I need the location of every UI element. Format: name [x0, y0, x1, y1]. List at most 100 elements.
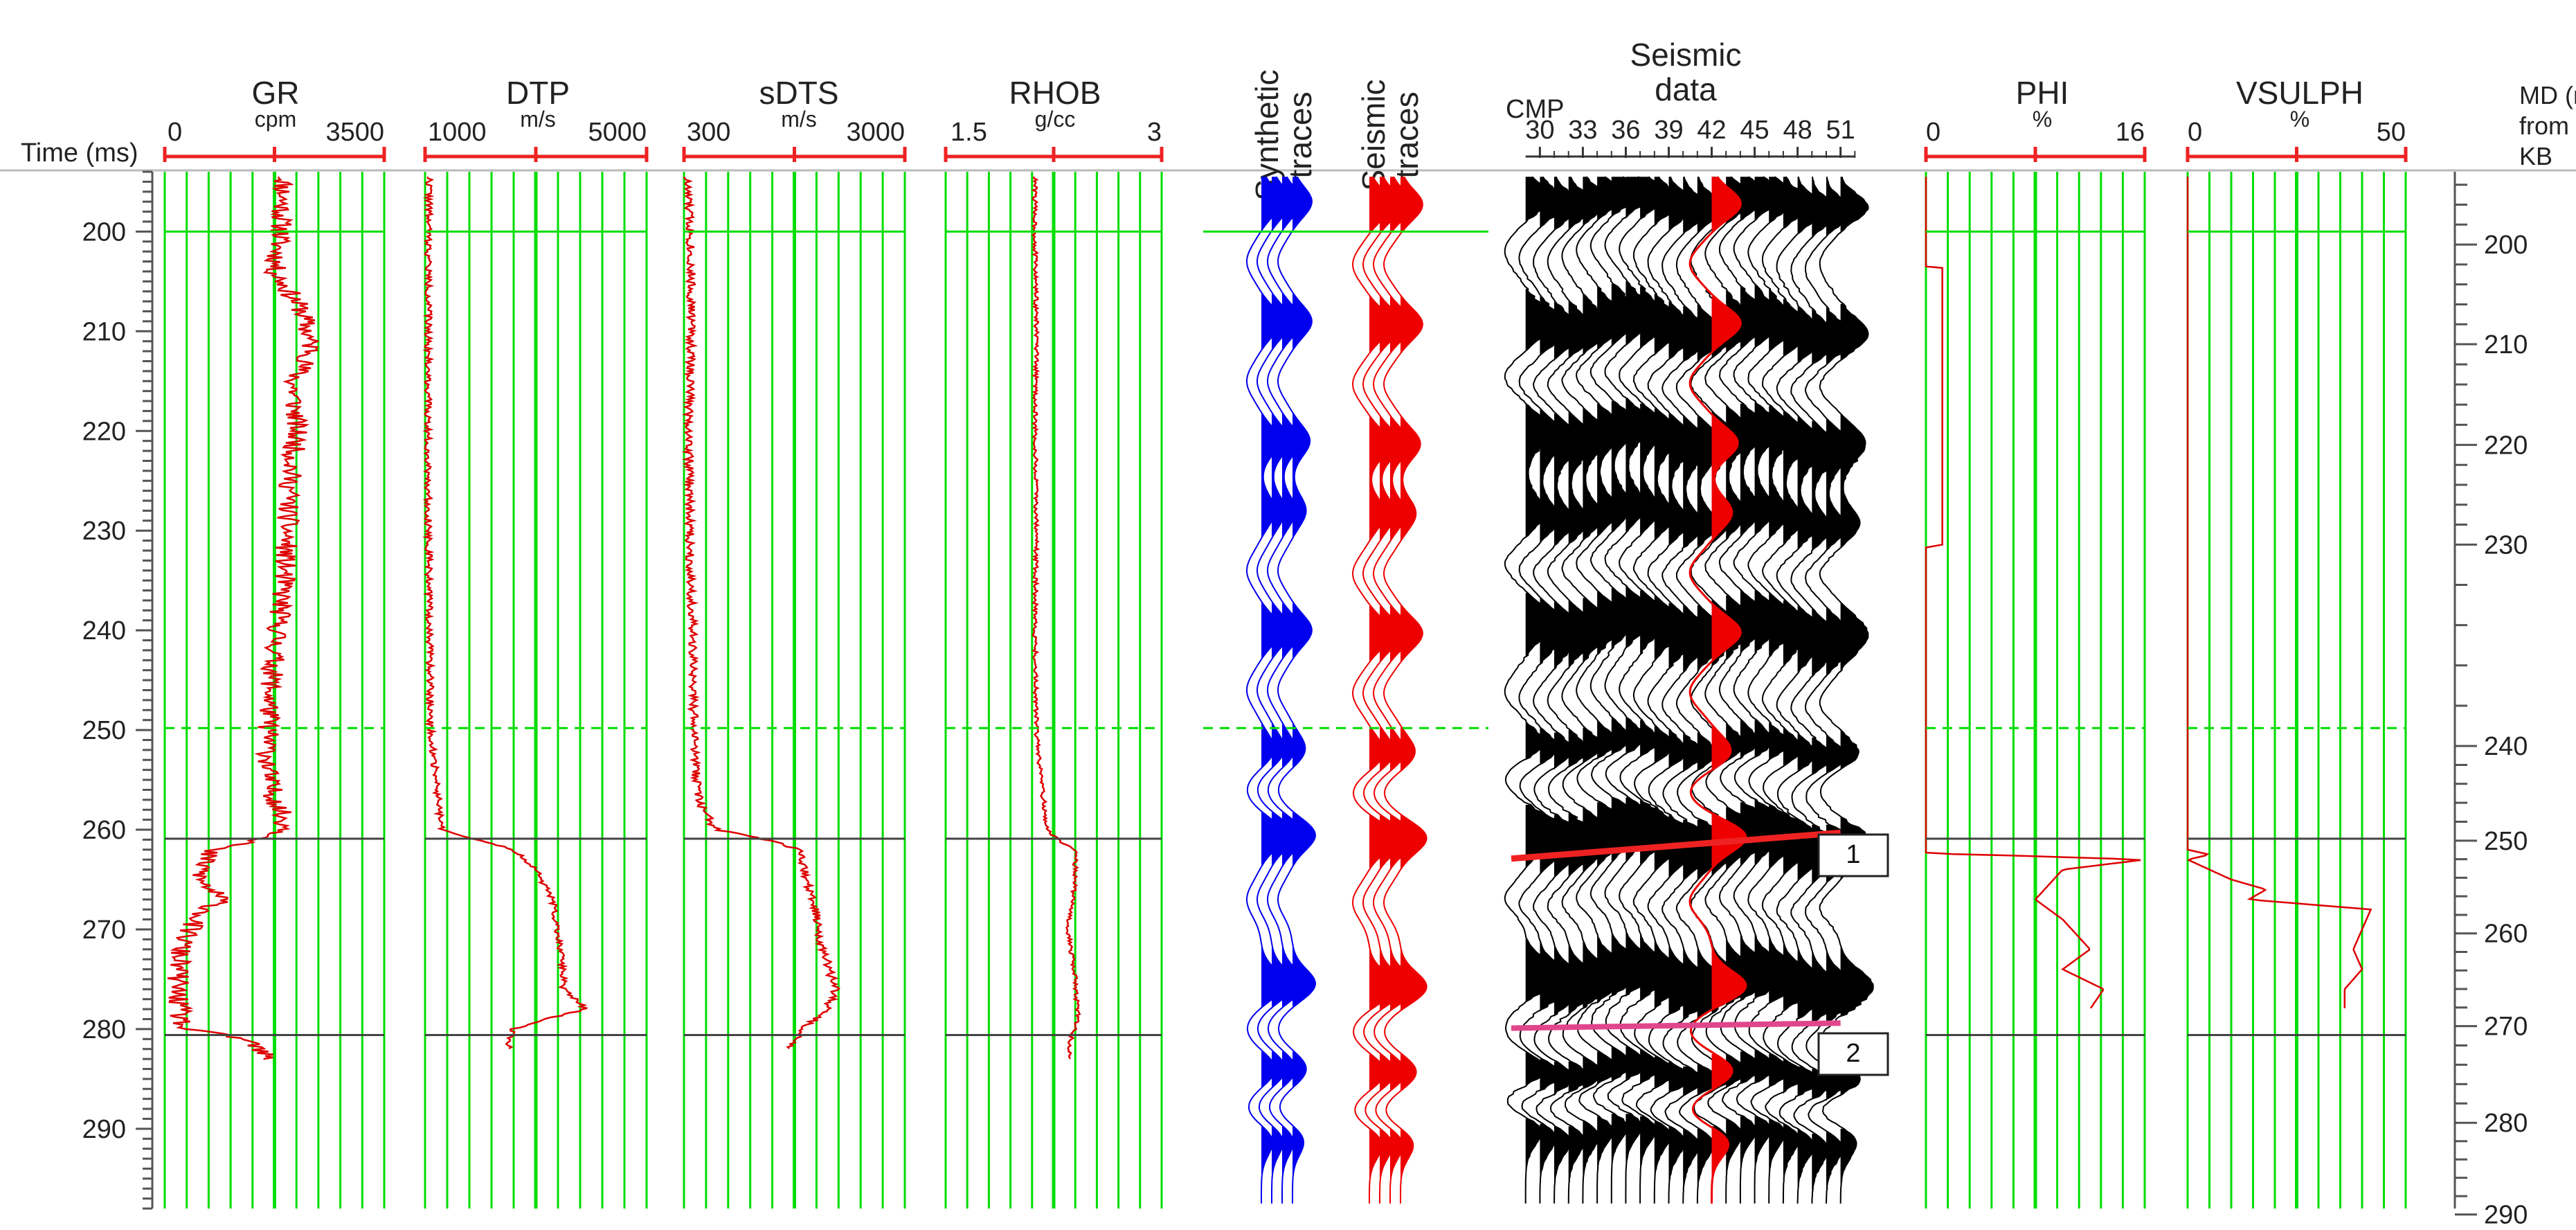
seismic-trace-peak-fill	[1390, 1128, 1403, 1204]
seismic-data-peak-fill	[1554, 732, 1573, 770]
seismic-data-peak-fill	[1726, 1053, 1746, 1089]
seismic-data-peak-fill	[1597, 720, 1616, 760]
seismic-data-peak-fill	[1654, 1121, 1670, 1204]
seismic-data-peak-fill	[1783, 727, 1802, 768]
seismic-data-peak-fill	[1683, 732, 1702, 773]
gr-min-label: 0	[168, 118, 182, 147]
seismic-data-peak-fill	[1625, 1114, 1642, 1204]
seismic-data-peak-fill	[1812, 1134, 1828, 1204]
sdts-unit: m/s	[781, 107, 817, 132]
well-trace-peak-fill	[1711, 605, 1741, 663]
synthetic-trace	[1245, 176, 1286, 1204]
seismic-trace-peak-fill	[1400, 727, 1415, 773]
seismic-data-peak-fill	[1797, 605, 1826, 675]
vsulph-title: VSULPH	[2236, 75, 2363, 111]
seismic-trace-peak-fill	[1400, 605, 1423, 663]
time-axis: 200 210 220 230 240 250 260 270 280 290	[0, 169, 2576, 1210]
seismic-data-peak-fill	[1611, 718, 1630, 756]
seismic-data-peak-fill	[1654, 595, 1682, 663]
seismic-data-peak-fill	[1840, 603, 1868, 673]
depth-tick-label: 270	[2484, 1013, 2528, 1042]
depth-axis: 200 210 220 230 240 250 260 270 280 290	[2453, 172, 2528, 1230]
seismic-trace	[1351, 176, 1396, 1204]
seismic-data-peak-fill	[1683, 177, 1711, 237]
rhob-title: RHOB	[1009, 75, 1101, 111]
seismic-trace-peak-fill	[1380, 1128, 1393, 1204]
synthetic-peak-fill	[1282, 177, 1301, 232]
seismic-data-peak-fill	[1769, 289, 1797, 354]
seismic-data-trace	[1518, 176, 1574, 1204]
seismic-data-trace	[1561, 176, 1616, 1204]
synthetic-trace	[1256, 176, 1296, 1204]
seismic-data-peak-fill	[1583, 1121, 1599, 1204]
cmp-tick-label: 48	[1783, 116, 1812, 145]
horizon-1-label-box: 1	[1817, 833, 1889, 877]
seismic-data-trace	[1761, 176, 1817, 1204]
seismic-data-peak-fill	[1611, 588, 1639, 650]
seismic-data-peak-fill	[1697, 177, 1725, 234]
seismic-data-peak-fill	[1812, 308, 1840, 366]
seismic-data-peak-fill	[1826, 1131, 1842, 1204]
synthetic-peak-fill	[1261, 294, 1281, 352]
seismic-traces-header: Seismic traces	[1355, 79, 1425, 190]
vsulph-min-label: 0	[2188, 118, 2202, 147]
horizon-2-label: 2	[1846, 1039, 1860, 1068]
synthetic-peak-fill	[1261, 603, 1281, 661]
seismic-trace	[1372, 176, 1417, 1204]
time-tick-label: 250	[82, 716, 126, 745]
time-tick-label: 220	[82, 417, 126, 446]
seismic-trace-peak-fill	[1390, 727, 1405, 773]
seismic-data-peak-fill	[1726, 1118, 1742, 1204]
phi-min-label: 0	[1926, 118, 1940, 147]
seismic-trace-peak-fill	[1400, 296, 1423, 354]
seismic-data-peak-fill	[1640, 720, 1659, 758]
seismic-data-trace	[1547, 176, 1602, 1204]
track-header-rhob: RHOB g/cc 1.5 3	[951, 75, 1162, 147]
gr-unit: cpm	[255, 107, 296, 132]
seismic-trace	[1382, 176, 1427, 1204]
seismic-data-peak-fill	[1583, 177, 1610, 227]
horizon-2-pick	[1511, 1020, 1841, 1031]
phi-title: PHI	[2016, 75, 2069, 111]
seismic-data-peak-fill	[1697, 732, 1716, 773]
cmp-axis: 30 33 36 39 42 45 48 51	[1525, 116, 1856, 158]
synthetic-peak-fill	[1272, 603, 1291, 661]
phi-max-label: 16	[2116, 118, 2145, 147]
seismic-data-trace	[1619, 176, 1674, 1204]
horizons-layer	[165, 230, 2406, 1037]
seismic-data-peak-fill	[1568, 301, 1596, 359]
seismic-data-peak-fill	[1840, 1128, 1857, 1204]
seismic-data-peak-fill	[1654, 724, 1673, 765]
seismic-data-peak-fill	[1597, 590, 1625, 656]
seismic-trace-peak-fill	[1400, 177, 1423, 234]
vsulph-unit: %	[2290, 107, 2309, 132]
depth-tick-label: 240	[2484, 732, 2528, 761]
seismic-trace-peak-fill	[1380, 727, 1394, 773]
seismic-data-peak-fill	[1611, 283, 1639, 346]
seismic-data-peak-fill	[1740, 286, 1768, 352]
synthetic-peak-fill	[1292, 722, 1306, 770]
seismic-data-peak-fill	[1668, 1061, 1688, 1094]
gr-title: GR	[252, 75, 300, 111]
seismic-data-peak-fill	[1525, 1118, 1542, 1204]
dtp-min-label: 1000	[428, 118, 487, 147]
seismic-data-peak-fill	[1568, 177, 1596, 232]
seismic-data-header: Seismic data CMP	[1506, 37, 1742, 124]
seismic-trace-peak-fill	[1380, 1053, 1396, 1091]
seismic-data-peak-fill	[1668, 301, 1697, 362]
seismic-data-peak-fill	[1583, 1056, 1603, 1089]
seismic-data-peak-fill	[1754, 1116, 1771, 1204]
seismic-data-peak-fill	[1783, 177, 1811, 229]
rhob-curve	[1031, 177, 1081, 1060]
overlay-layer	[1511, 829, 1841, 1031]
synthetic-peak-fill	[1272, 177, 1291, 232]
cmp-label: CMP	[1506, 95, 1564, 124]
synthetic-peak-fill	[1261, 1126, 1272, 1204]
cmp-tick-label: 51	[1826, 116, 1855, 145]
synthetic-title-2: traces	[1282, 91, 1318, 178]
seismic-data-trace	[1704, 176, 1760, 1204]
seismic-data-peak-fill	[1668, 730, 1687, 770]
time-tick-label: 270	[82, 916, 126, 945]
sdts-max-label: 3000	[846, 118, 905, 147]
synthetic-peak-fill	[1261, 177, 1281, 232]
